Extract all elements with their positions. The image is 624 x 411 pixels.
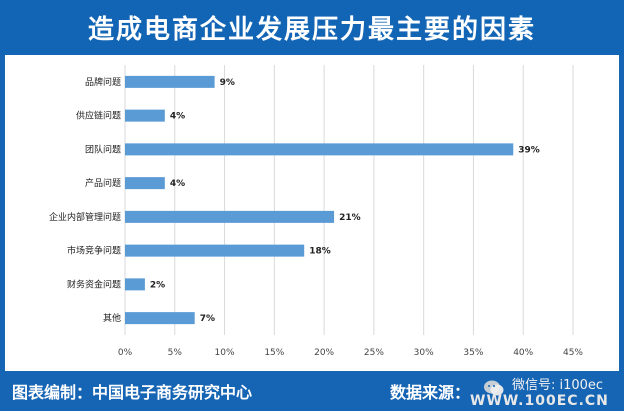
watermark-wechat-id: 微信号: i100ec: [512, 378, 604, 393]
data-source-label: 数据来源：: [390, 383, 471, 402]
wechat-icon: [484, 380, 504, 396]
chart-panel: 0% 5% 10% 15% 20% 25% 30% 35% 40% 45% 品牌问题 9% 供应链问题 4…: [5, 55, 619, 371]
title-bar: 造成电商企业发展压力最主要的因素: [0, 0, 624, 55]
category-label: 产品问题: [85, 177, 121, 189]
x-tick-label: 45%: [563, 348, 583, 358]
bar-value-label: 39%: [518, 145, 540, 155]
category-label: 团队问题: [85, 143, 121, 155]
watermark-url: WWW.100EC.CN: [470, 393, 609, 409]
bar: [125, 143, 514, 156]
bar-value-label: 7%: [200, 314, 215, 324]
bar-value-label: 2%: [150, 280, 165, 290]
x-tick-label: 20%: [314, 348, 334, 358]
category-label: 其他: [103, 312, 121, 324]
chart-credit: 图表编制：中国电子商务研究中心: [12, 383, 253, 402]
bar-chart: 0% 5% 10% 15% 20% 25% 30% 35% 40% 45% 品牌问题 9% 供应链问题 4…: [49, 65, 583, 358]
x-tick-label: 5%: [168, 348, 183, 358]
bar-value-label: 18%: [309, 247, 331, 257]
category-label: 品牌问题: [85, 76, 121, 88]
x-tick-label: 10%: [215, 348, 235, 358]
x-tick-label: 40%: [513, 348, 533, 358]
bar: [125, 109, 165, 122]
x-tick-label: 15%: [264, 348, 284, 358]
category-label: 企业内部管理问题: [49, 211, 121, 223]
bar: [125, 75, 215, 88]
chart-title: 造成电商企业发展压力最主要的因素: [87, 15, 536, 45]
category-label: 财务资金问题: [67, 278, 121, 290]
bar: [125, 244, 305, 257]
bar-value-label: 9%: [220, 78, 235, 88]
category-label: 供应链问题: [76, 110, 121, 122]
bar-value-label: 21%: [339, 213, 361, 223]
x-tick-label: 35%: [463, 348, 483, 358]
bar-value-label: 4%: [170, 112, 185, 122]
footer-bar: 图表编制：中国电子商务研究中心 数据来源： 微信号: i100ec WWW.10…: [0, 371, 624, 411]
x-tick-label: 25%: [364, 348, 384, 358]
bar: [125, 278, 145, 291]
x-tick-label: 30%: [414, 348, 434, 358]
bar: [125, 210, 335, 223]
x-tick-label: 0%: [118, 348, 133, 358]
bar: [125, 177, 165, 190]
bar: [125, 312, 195, 325]
bar-value-label: 4%: [170, 179, 185, 189]
category-label: 市场竞争问题: [67, 245, 121, 257]
